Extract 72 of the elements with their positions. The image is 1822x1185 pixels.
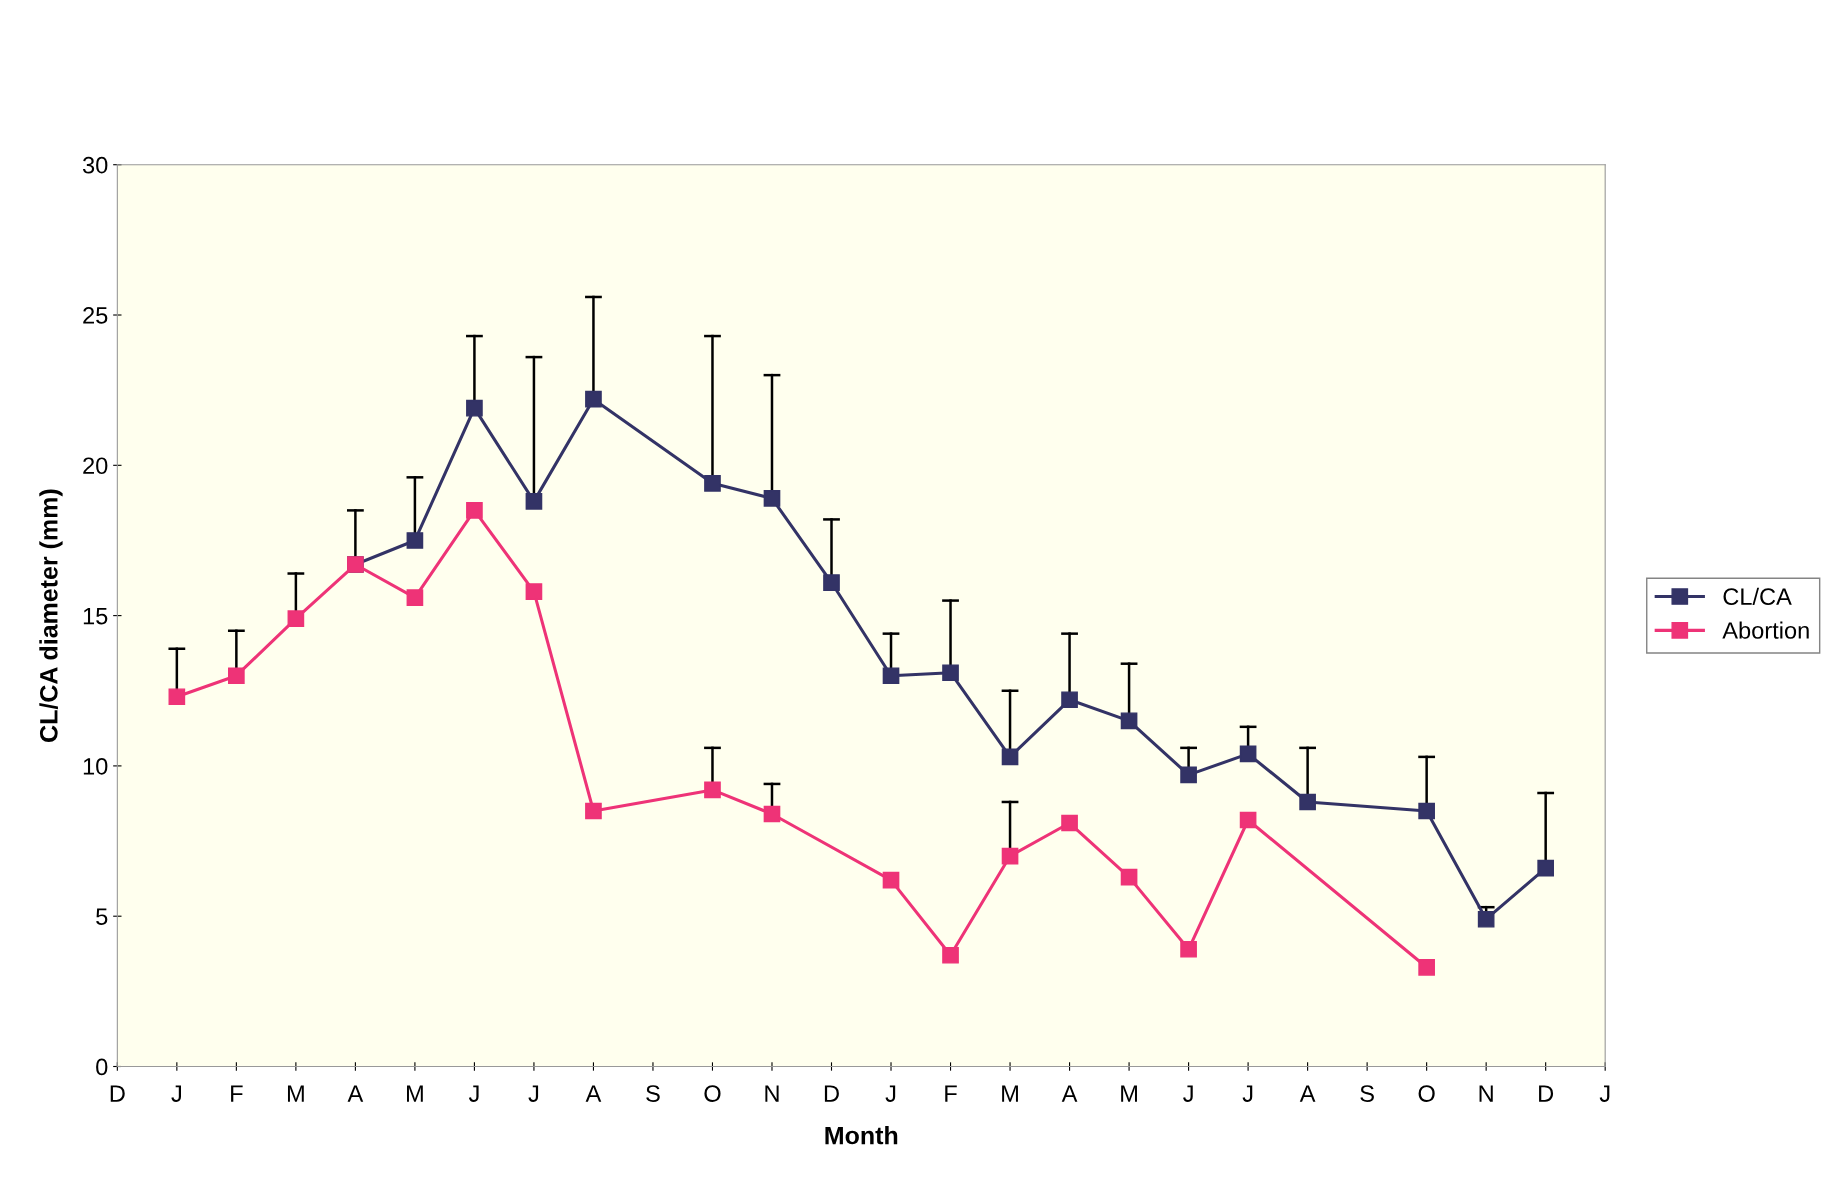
- point: [585, 390, 602, 408]
- point: [1239, 745, 1257, 763]
- x-tick-label: M: [1121, 1085, 1137, 1102]
- x-tick-label: J: [885, 1085, 896, 1102]
- point: [1477, 910, 1495, 928]
- x-tick-label: A: [347, 1085, 364, 1102]
- point: [525, 583, 543, 600]
- point: [287, 610, 305, 627]
- point: [704, 781, 721, 799]
- x-tick-label: O: [1418, 1085, 1435, 1102]
- x-tick-label: A: [585, 1085, 602, 1102]
- y-axis-title: CL/CA diameter (mm): [39, 489, 63, 742]
- x-tick-label: D: [110, 1085, 125, 1102]
- x-tick-label: D: [824, 1085, 839, 1102]
- y-tick-label: 25: [83, 307, 108, 324]
- x-tick-label: S: [646, 1085, 660, 1102]
- x-tick-label: S: [1360, 1085, 1374, 1102]
- point: [1180, 766, 1197, 784]
- point: [763, 490, 781, 507]
- x-tick-label: J: [1242, 1085, 1253, 1102]
- point: [942, 664, 959, 682]
- point: [704, 475, 721, 492]
- legend-label: CL/CA: [1723, 587, 1792, 606]
- x-tick-label: J: [1183, 1085, 1193, 1102]
- point: [882, 667, 900, 685]
- point: [1418, 802, 1435, 820]
- legend-label: Abortion: [1722, 621, 1809, 639]
- y-tick-label: 30: [82, 156, 108, 174]
- point: [1061, 691, 1078, 709]
- point: [1418, 958, 1435, 976]
- x-tick-label: J: [171, 1085, 181, 1102]
- x-tick-label: N: [765, 1085, 779, 1102]
- y-tick-label: 20: [83, 457, 108, 475]
- point: [525, 493, 543, 510]
- point: [1120, 868, 1138, 886]
- x-tick-label: J: [468, 1085, 479, 1102]
- x-tick-label: A: [1061, 1085, 1078, 1102]
- point: [168, 688, 186, 706]
- y-tick-label: 0: [96, 1058, 108, 1076]
- point: [763, 805, 781, 823]
- point: [406, 589, 424, 606]
- x-tick-label: D: [1539, 1085, 1554, 1102]
- point: [1001, 748, 1019, 766]
- point: [406, 532, 424, 549]
- point: [942, 946, 959, 964]
- point: [1299, 793, 1316, 811]
- point: [466, 399, 483, 417]
- x-tick-label: F: [945, 1085, 957, 1102]
- point: [466, 502, 483, 519]
- x-tick-label: M: [1002, 1085, 1018, 1102]
- x-tick-label: N: [1479, 1085, 1493, 1102]
- x-tick-label: M: [407, 1085, 423, 1102]
- x-tick-label: J: [1599, 1085, 1610, 1102]
- point: [1061, 814, 1078, 832]
- x-tick-label: O: [704, 1085, 721, 1102]
- point: [1001, 847, 1019, 865]
- x-tick-label: F: [231, 1085, 243, 1102]
- y-tick-label: 10: [83, 757, 108, 775]
- y-tick-label: 15: [83, 607, 108, 625]
- x-tick-label: J: [528, 1085, 539, 1102]
- x-tick-label: A: [1299, 1085, 1316, 1102]
- point: [1120, 712, 1138, 730]
- point: [882, 871, 900, 889]
- x-axis-title: Month: [825, 1126, 898, 1145]
- point: [1537, 859, 1555, 877]
- y-tick-label: 5: [96, 908, 108, 925]
- point: [1180, 940, 1197, 958]
- point: [1239, 811, 1257, 829]
- point: [823, 574, 840, 591]
- x-tick-label: M: [287, 1085, 304, 1102]
- point: [228, 667, 245, 685]
- point: [585, 802, 602, 820]
